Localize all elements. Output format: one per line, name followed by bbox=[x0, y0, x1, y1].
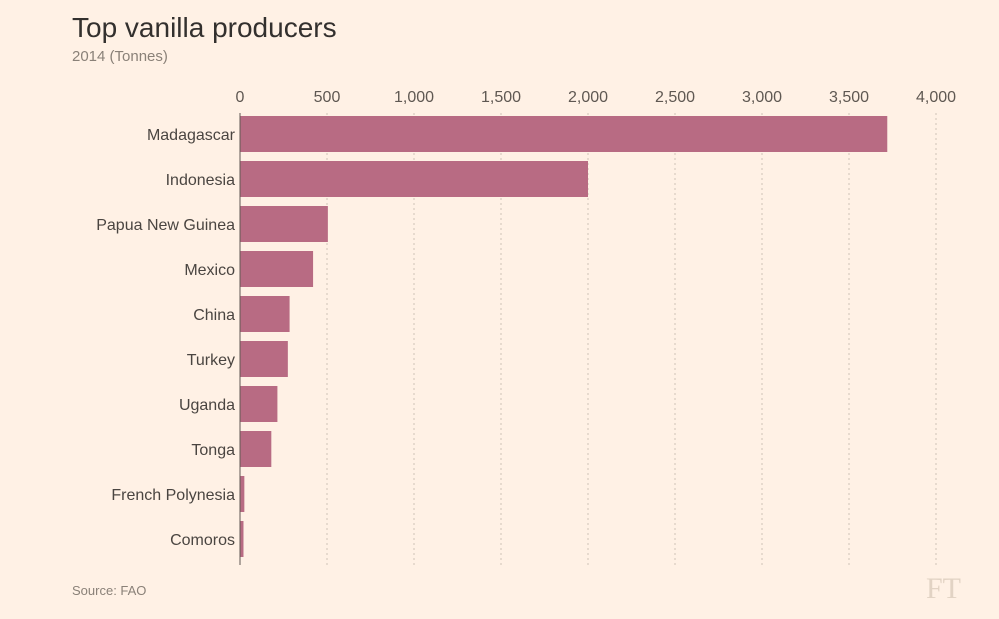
x-tick-label: 0 bbox=[236, 89, 245, 106]
source-note: Source: FAO bbox=[72, 583, 147, 598]
bar bbox=[240, 206, 328, 242]
category-label: Papua New Guinea bbox=[96, 217, 235, 234]
category-label: China bbox=[193, 307, 235, 324]
category-labels: Madagascar Indonesia Papua New Guinea Mexic… bbox=[96, 127, 235, 549]
x-tick-labels: 0 500 1,000 1,500 2,000 2,500 3,000 3,500 4,000 bbox=[236, 89, 957, 106]
bars bbox=[240, 116, 888, 557]
x-tick-label: 1,000 bbox=[394, 89, 434, 106]
category-label: Comoros bbox=[170, 532, 235, 549]
x-tick-label: 500 bbox=[314, 89, 341, 106]
category-label: Mexico bbox=[184, 262, 235, 279]
category-label: Uganda bbox=[179, 397, 235, 414]
chart-title: Top vanilla producers bbox=[72, 12, 337, 43]
bar bbox=[240, 296, 290, 332]
bar bbox=[240, 116, 888, 152]
x-tick-label: 3,500 bbox=[829, 89, 869, 106]
category-label: Madagascar bbox=[147, 127, 236, 144]
bar bbox=[240, 386, 278, 422]
category-label: Indonesia bbox=[166, 172, 235, 189]
bar bbox=[240, 341, 288, 377]
bar bbox=[240, 161, 588, 197]
x-tick-label: 2,000 bbox=[568, 89, 608, 106]
x-tick-label: 4,000 bbox=[916, 89, 956, 106]
chart-subtitle: 2014 (Tonnes) bbox=[72, 48, 168, 65]
category-label: French Polynesia bbox=[111, 487, 235, 504]
x-tick-label: 3,000 bbox=[742, 89, 782, 106]
gridlines bbox=[326, 113, 937, 565]
bar bbox=[240, 251, 314, 287]
x-tick-label: 2,500 bbox=[655, 89, 695, 106]
bar bbox=[240, 476, 245, 512]
ft-logo: FT bbox=[926, 572, 962, 605]
x-tick-label: 1,500 bbox=[481, 89, 521, 106]
bar bbox=[240, 431, 272, 467]
category-label: Turkey bbox=[187, 352, 235, 369]
category-label: Tonga bbox=[191, 442, 235, 459]
bar bbox=[240, 521, 244, 557]
